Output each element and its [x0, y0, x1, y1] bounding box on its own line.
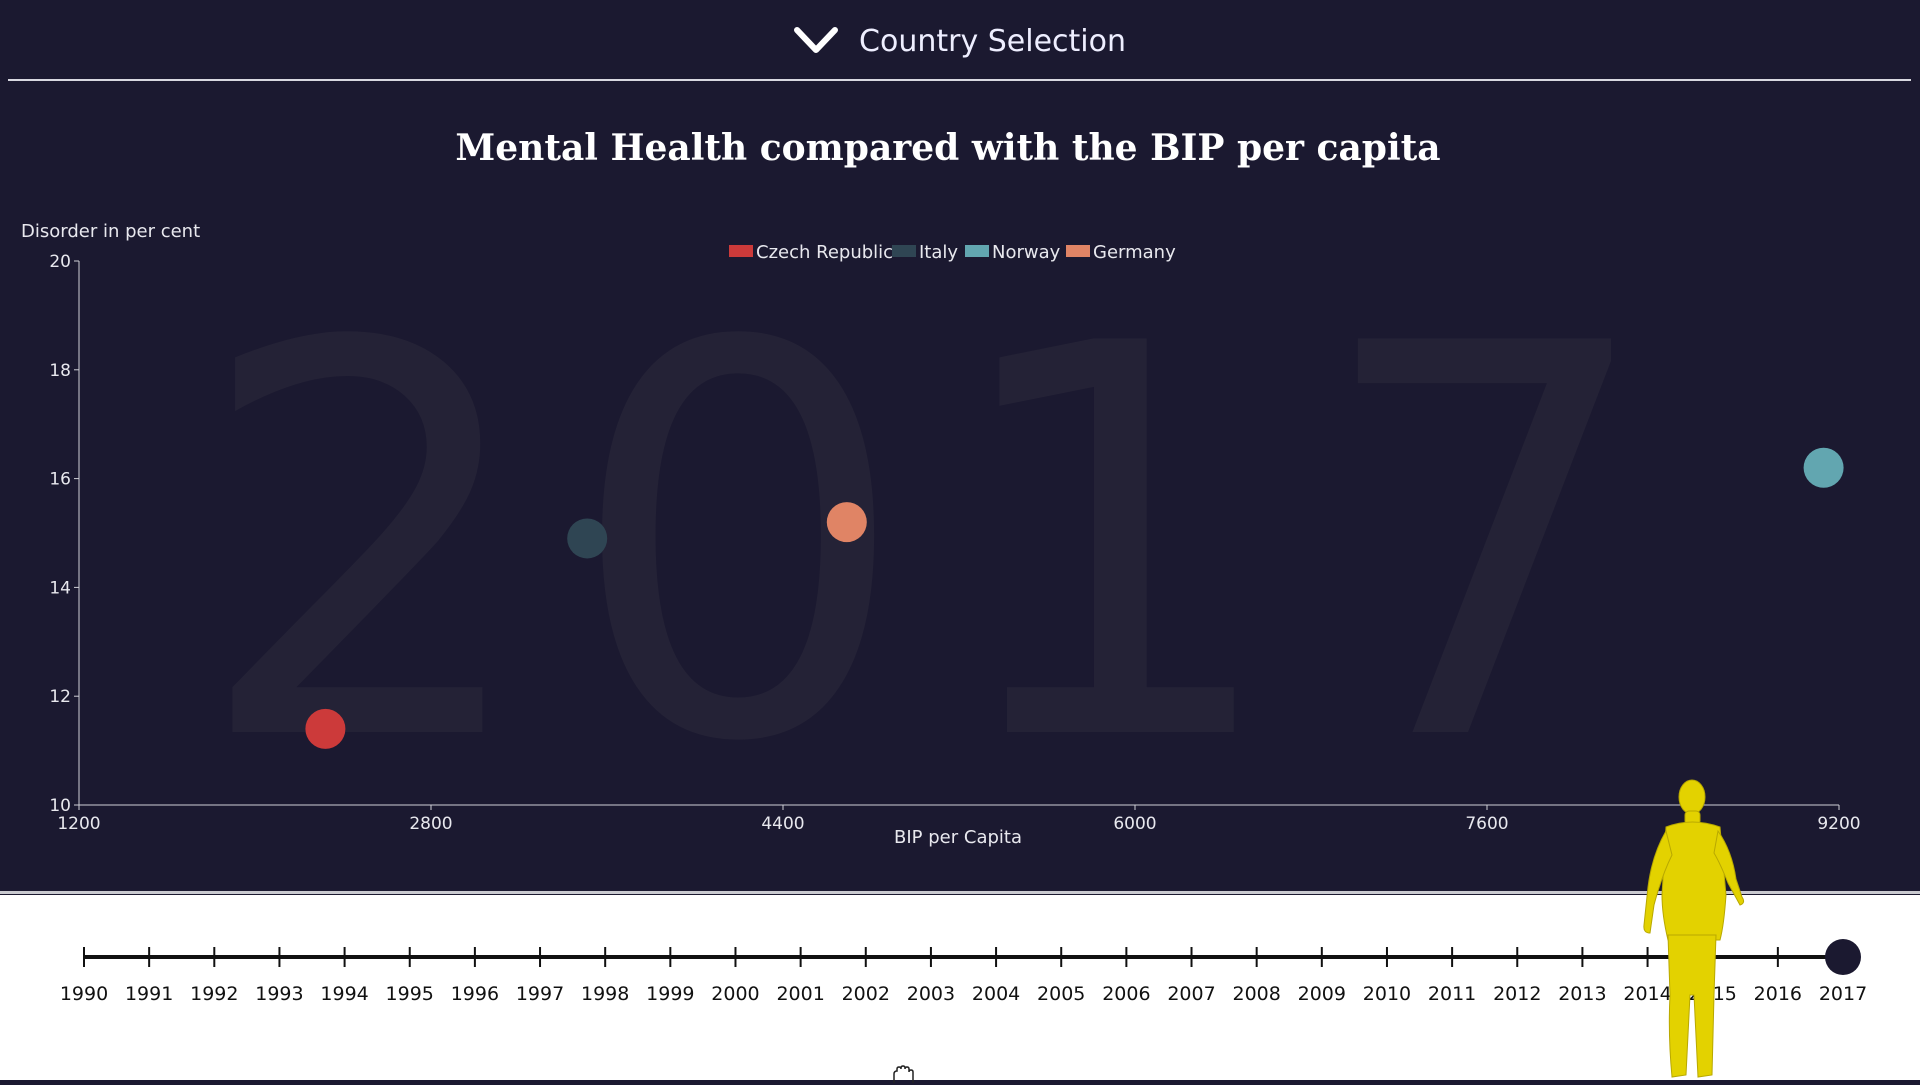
x-axis-label: BIP per Capita — [894, 827, 1022, 848]
legend-item: Germany — [1066, 242, 1176, 263]
country-selection-header[interactable]: Country Selection — [8, 0, 1911, 81]
scatter-chart: 2017 Mental Health compared with the BIP… — [21, 127, 1861, 860]
legend-item: Norway — [965, 242, 1061, 263]
y-axis-label: Disorder in per cent — [21, 221, 200, 242]
timeline-year-label: 2013 — [1558, 983, 1606, 1005]
timeline-year-label: 2006 — [1102, 983, 1150, 1005]
data-point — [305, 708, 346, 749]
axes: 10 12 14 16 18 20 1200 2800 4400 6000 7600 9200 — [49, 252, 1860, 834]
data-point — [1803, 447, 1844, 488]
legend-swatch — [1066, 245, 1090, 257]
legend-swatch — [892, 245, 916, 257]
chart-title: Mental Health compared with the BIP per … — [455, 127, 1440, 169]
timeline-year-label: 2003 — [907, 983, 955, 1005]
y-tick-label: 14 — [49, 578, 71, 598]
legend: Czech Republic Italy Norway Germany — [729, 242, 1176, 263]
timeline-year-label: 1998 — [581, 983, 629, 1005]
timeline-year-label: 2002 — [842, 983, 890, 1005]
y-tick-label: 12 — [49, 687, 71, 707]
x-tick-label: 1200 — [57, 814, 100, 834]
year-timeline[interactable]: 1990 1991 1992 1993 1994 1995 1996 1997 1998 1999… — [0, 779, 1920, 1083]
timeline-year-label: 1999 — [646, 983, 694, 1005]
legend-label: Germany — [1093, 242, 1176, 263]
timeline-year-label: 1996 — [451, 983, 499, 1005]
legend-label: Czech Republic — [756, 242, 893, 263]
chart-panel: 2017 Mental Health compared with the BIP… — [0, 82, 1920, 894]
legend-item: Italy — [892, 242, 958, 263]
timeline-year-label: 2001 — [776, 983, 824, 1005]
chevron-down-icon[interactable] — [793, 24, 839, 58]
background-year: 2017 — [193, 232, 1687, 860]
yellow-human-figure — [1643, 779, 1745, 1078]
legend-swatch — [729, 245, 753, 257]
timeline-year-label: 1993 — [255, 983, 303, 1005]
x-tick-label: 7600 — [1465, 814, 1508, 834]
y-tick-label: 20 — [49, 252, 71, 272]
x-tick-label: 6000 — [1113, 814, 1156, 834]
timeline-handle[interactable] — [1825, 939, 1861, 975]
timeline-year-label: 2009 — [1298, 983, 1346, 1005]
y-tick-label: 16 — [49, 470, 71, 490]
x-tick-label: 4400 — [761, 814, 804, 834]
timeline-year-label: 1992 — [190, 983, 238, 1005]
country-selection-toggle[interactable]: Country Selection — [8, 18, 1911, 64]
timeline-year-label: 2010 — [1363, 983, 1411, 1005]
legend-label: Norway — [992, 242, 1061, 263]
x-tick-label: 2800 — [409, 814, 452, 834]
y-tick-label: 18 — [49, 361, 71, 381]
y-tick-label: 10 — [49, 796, 71, 816]
timeline-year-label: 2007 — [1167, 983, 1215, 1005]
data-points — [305, 447, 1844, 749]
timeline-year-label: 2012 — [1493, 983, 1541, 1005]
data-point — [826, 502, 867, 543]
timeline-year-label: 2017 — [1819, 983, 1867, 1005]
hand-cursor-icon — [893, 1065, 914, 1083]
timeline-year-label: 2016 — [1754, 983, 1802, 1005]
timeline-year-label: 2011 — [1428, 983, 1476, 1005]
timeline-year-label: 2014 — [1623, 983, 1671, 1005]
timeline-year-label: 1995 — [386, 983, 434, 1005]
timeline-year-label: 2004 — [972, 983, 1020, 1005]
timeline-year-label: 1991 — [125, 983, 173, 1005]
x-tick-label: 9200 — [1817, 814, 1860, 834]
data-point — [567, 518, 608, 559]
timeline-year-label: 2005 — [1037, 983, 1085, 1005]
timeline-year-label: 2008 — [1232, 983, 1280, 1005]
timeline-year-label: 1990 — [60, 983, 108, 1005]
timeline-year-label: 2000 — [711, 983, 759, 1005]
country-selection-label: Country Selection — [859, 23, 1126, 59]
timeline-year-label: 1994 — [320, 983, 368, 1005]
legend-label: Italy — [919, 242, 958, 263]
timeline-year-label: 1997 — [516, 983, 564, 1005]
legend-swatch — [965, 245, 989, 257]
legend-item: Czech Republic — [729, 242, 893, 263]
